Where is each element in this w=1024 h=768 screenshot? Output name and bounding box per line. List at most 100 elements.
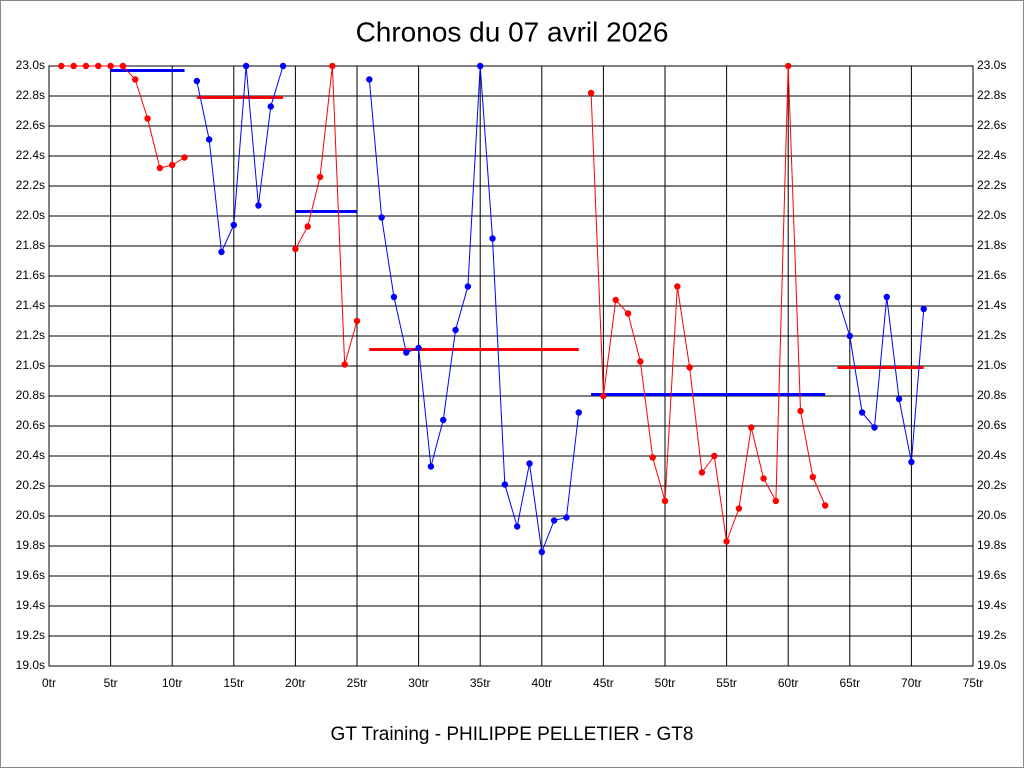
data-point xyxy=(612,296,619,304)
chart-title: Chronos du 07 avril 2026 xyxy=(356,16,669,47)
x-tick-label: 75tr xyxy=(963,676,984,690)
y-tick-label: 19.8s xyxy=(16,538,45,552)
y2-tick-label: 19.8s xyxy=(977,538,1006,552)
data-point xyxy=(674,283,681,290)
data-point xyxy=(735,505,743,512)
y2-tick-label: 19.2s xyxy=(977,628,1006,642)
data-point xyxy=(834,293,841,301)
data-point xyxy=(403,349,410,356)
y-tick-label: 22.6s xyxy=(16,118,45,132)
y2-tick-label: 22.8s xyxy=(977,88,1006,102)
data-point xyxy=(267,103,274,110)
y-tick-label: 22.2s xyxy=(16,178,45,192)
data-point xyxy=(304,223,311,230)
y2-tick-label: 20.2s xyxy=(977,478,1006,492)
y2-tick-label: 21.0s xyxy=(977,358,1006,372)
data-point xyxy=(846,332,853,340)
data-point xyxy=(58,62,65,70)
data-point xyxy=(895,395,903,403)
y-tick-label: 21.4s xyxy=(16,298,45,312)
data-point xyxy=(230,221,237,229)
y2-tick-label: 21.4s xyxy=(977,298,1006,312)
data-point xyxy=(513,523,521,530)
y2-tick-label: 20.4s xyxy=(977,448,1006,462)
y2-tick-label: 22.4s xyxy=(977,148,1006,162)
y-tick-label: 20.0s xyxy=(16,508,45,522)
data-point xyxy=(550,517,558,524)
data-point xyxy=(723,538,730,545)
x-tick-label: 15tr xyxy=(223,676,244,690)
data-point xyxy=(760,475,767,482)
y2-tick-label: 20.6s xyxy=(977,418,1006,432)
data-point xyxy=(218,248,225,256)
series-line xyxy=(590,65,826,542)
y-tick-label: 22.0s xyxy=(16,208,45,222)
x-tick-label: 40tr xyxy=(531,676,552,690)
data-point xyxy=(711,452,718,460)
data-point xyxy=(477,62,484,70)
data-point xyxy=(205,136,213,143)
y-tick-label: 19.6s xyxy=(16,568,45,582)
data-point xyxy=(538,548,545,556)
data-point xyxy=(427,463,435,470)
data-point xyxy=(871,424,878,431)
data-point xyxy=(378,214,385,221)
y-tick-label: 19.4s xyxy=(16,598,45,612)
data-point xyxy=(242,62,250,70)
data-point xyxy=(353,317,361,325)
data-point xyxy=(858,409,866,416)
y2-tick-label: 22.6s xyxy=(977,118,1006,132)
y-tick-label: 22.4s xyxy=(16,148,45,162)
data-point xyxy=(883,293,890,301)
y2-tick-label: 23.0s xyxy=(977,58,1006,72)
x-tick-label: 20tr xyxy=(285,676,306,690)
data-point xyxy=(107,62,114,70)
data-point xyxy=(748,424,755,431)
x-tick-label: 45tr xyxy=(593,676,614,690)
y-tick-label: 21.8s xyxy=(16,238,45,252)
data-point xyxy=(390,293,398,301)
data-point xyxy=(637,358,644,365)
data-point xyxy=(144,115,151,122)
data-point xyxy=(464,283,472,290)
y-tick-label: 22.8s xyxy=(16,88,45,102)
data-point xyxy=(156,164,164,172)
x-tick-label: 5tr xyxy=(104,676,118,690)
y-tick-label: 19.2s xyxy=(16,628,45,642)
y2-tick-label: 21.8s xyxy=(977,238,1006,252)
data-point xyxy=(649,454,656,461)
y-tick-label: 20.4s xyxy=(16,448,45,462)
y-tick-label: 20.8s xyxy=(16,388,45,402)
x-tick-label: 25tr xyxy=(347,676,368,690)
data-point xyxy=(600,392,607,400)
series-line xyxy=(196,65,284,254)
y2-tick-label: 20.8s xyxy=(977,388,1006,402)
data-point xyxy=(587,89,595,97)
data-point xyxy=(132,76,139,83)
data-point xyxy=(452,326,459,334)
data-point xyxy=(366,76,373,83)
data-point xyxy=(575,409,582,416)
data-point xyxy=(501,481,509,488)
data-point xyxy=(661,497,669,505)
chart-subtitle: GT Training - PHILIPPE PELLETIER - GT8 xyxy=(331,724,694,745)
data-point xyxy=(279,62,287,70)
x-tick-label: 0tr xyxy=(42,676,56,690)
data-point xyxy=(292,245,299,253)
data-point xyxy=(341,361,348,368)
x-tick-label: 30tr xyxy=(408,676,429,690)
data-point xyxy=(169,161,176,169)
x-tick-label: 60tr xyxy=(778,676,799,690)
data-point xyxy=(908,458,915,466)
data-point xyxy=(698,469,706,476)
x-tick-label: 10tr xyxy=(162,676,183,690)
x-tick-label: 35tr xyxy=(470,676,491,690)
y-tick-label: 21.2s xyxy=(16,328,45,342)
y2-tick-label: 19.4s xyxy=(977,598,1006,612)
data-point xyxy=(797,407,804,415)
x-tick-label: 55tr xyxy=(716,676,737,690)
series-line xyxy=(368,65,580,554)
y-tick-label: 20.2s xyxy=(16,478,45,492)
y-tick-label: 23.0s xyxy=(16,58,45,72)
